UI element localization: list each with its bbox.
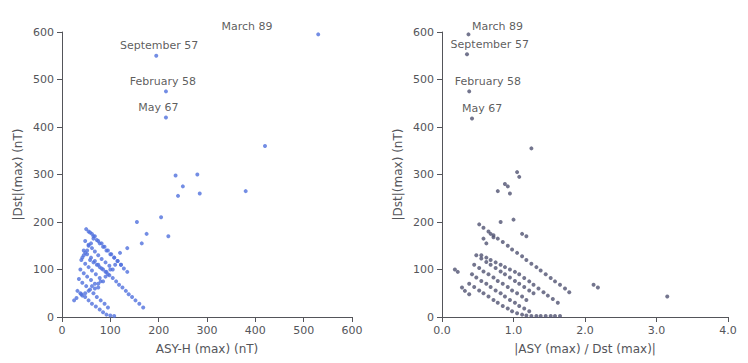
svg-text:400: 400 bbox=[413, 121, 434, 134]
svg-text:100: 100 bbox=[100, 324, 121, 337]
svg-text:300: 300 bbox=[413, 168, 434, 181]
svg-text:3.0: 3.0 bbox=[648, 324, 666, 337]
svg-text:0: 0 bbox=[59, 324, 66, 337]
svg-text:600: 600 bbox=[413, 26, 434, 39]
svg-text:ASY-H (max) (nT): ASY-H (max) (nT) bbox=[156, 342, 259, 356]
svg-text:100: 100 bbox=[413, 263, 434, 276]
svg-text:0.0: 0.0 bbox=[433, 324, 451, 337]
svg-text:500: 500 bbox=[293, 324, 314, 337]
svg-text:February 58: February 58 bbox=[130, 75, 196, 88]
svg-text:February 58: February 58 bbox=[455, 75, 521, 88]
svg-text:400: 400 bbox=[33, 121, 54, 134]
svg-text:March 89: March 89 bbox=[222, 20, 273, 33]
svg-text:200: 200 bbox=[413, 216, 434, 229]
svg-text:May 67: May 67 bbox=[138, 101, 178, 114]
svg-text:500: 500 bbox=[33, 73, 54, 86]
svg-text:March 89: March 89 bbox=[472, 20, 523, 33]
svg-text:200: 200 bbox=[148, 324, 169, 337]
svg-text:500: 500 bbox=[413, 73, 434, 86]
svg-text:|ASY (max) / Dst (max)|: |ASY (max) / Dst (max)| bbox=[514, 342, 656, 356]
svg-text:September 57: September 57 bbox=[120, 39, 198, 52]
svg-text:2.0: 2.0 bbox=[576, 324, 594, 337]
svg-text:May 67: May 67 bbox=[462, 102, 502, 115]
svg-text:300: 300 bbox=[197, 324, 218, 337]
svg-text:0: 0 bbox=[47, 311, 54, 324]
svg-text:600: 600 bbox=[33, 26, 54, 39]
svg-text:|Dst|(max) (nT): |Dst|(max) (nT) bbox=[11, 129, 25, 221]
svg-text:200: 200 bbox=[33, 216, 54, 229]
svg-text:0: 0 bbox=[427, 311, 434, 324]
svg-text:|Dst|(max) (nT): |Dst|(max) (nT) bbox=[391, 129, 405, 221]
svg-text:400: 400 bbox=[245, 324, 266, 337]
svg-text:600: 600 bbox=[342, 324, 363, 337]
svg-text:September 57: September 57 bbox=[451, 38, 529, 51]
svg-text:300: 300 bbox=[33, 168, 54, 181]
svg-text:4.0: 4.0 bbox=[719, 324, 737, 337]
svg-text:100: 100 bbox=[33, 263, 54, 276]
svg-text:1.0: 1.0 bbox=[505, 324, 523, 337]
